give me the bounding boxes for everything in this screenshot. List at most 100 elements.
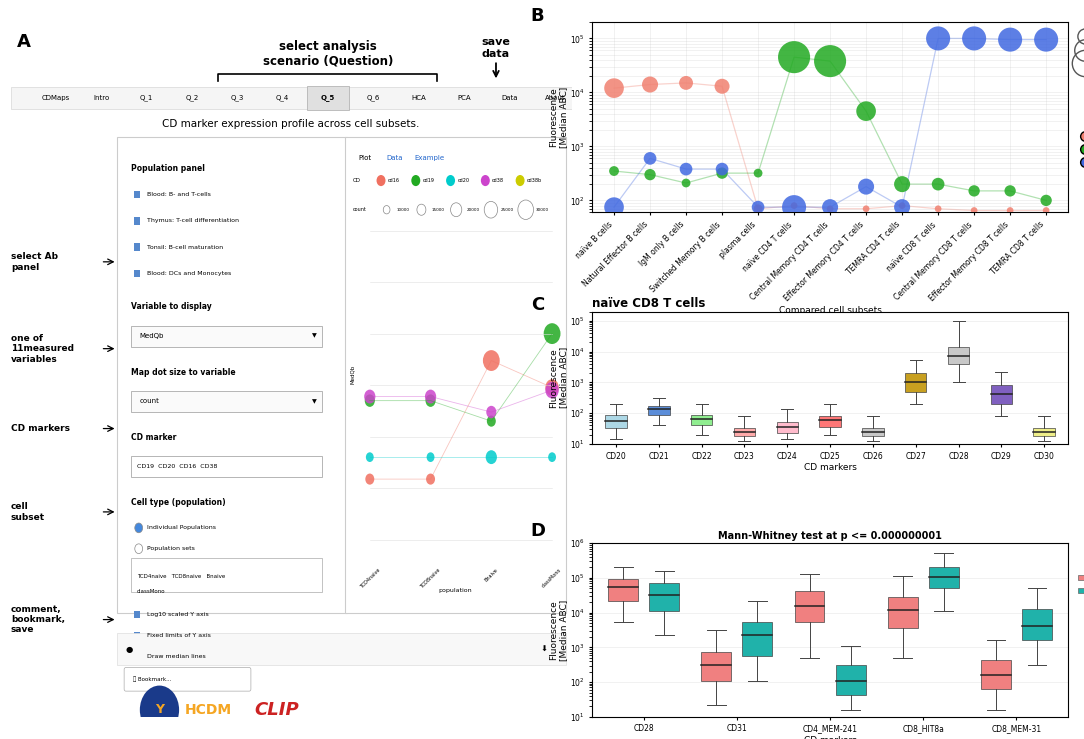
Point: [822, 201, 839, 213]
FancyBboxPatch shape: [131, 391, 322, 412]
Text: TCD4naive   TCD8naive   Bnaive: TCD4naive TCD8naive Bnaive: [137, 574, 225, 579]
Bar: [608, 579, 638, 601]
Text: TCD8naive: TCD8naive: [420, 568, 441, 590]
Point: [678, 177, 695, 189]
Circle shape: [134, 523, 143, 533]
Text: Cell type (population): Cell type (population): [131, 498, 227, 508]
Text: B: B: [531, 7, 544, 25]
Bar: [134, 653, 140, 660]
Text: Plot: Plot: [359, 154, 372, 160]
FancyBboxPatch shape: [131, 559, 322, 592]
Circle shape: [426, 395, 436, 407]
Text: D: D: [531, 522, 545, 540]
Text: Q_1: Q_1: [140, 95, 153, 101]
Text: Bnaive: Bnaive: [483, 568, 499, 583]
Text: Thymus: T-cell differentiation: Thymus: T-cell differentiation: [147, 218, 240, 223]
Point: [678, 77, 695, 89]
X-axis label: CD markers: CD markers: [803, 463, 856, 472]
Point: [929, 33, 946, 44]
Bar: [134, 632, 140, 639]
Title: Mann-Whitney test at p <= 0.000000001: Mann-Whitney test at p <= 0.000000001: [718, 531, 942, 541]
Text: Intro: Intro: [93, 95, 109, 101]
Text: CLIP: CLIP: [255, 701, 299, 719]
Text: HCA: HCA: [411, 95, 426, 101]
Point: [893, 201, 911, 213]
Text: cd38: cd38: [492, 178, 504, 183]
Text: ▼: ▼: [312, 399, 317, 404]
Bar: [776, 422, 798, 433]
Legend: CD4+ T cells, CD8+ T cells: CD4+ T cells, CD8+ T cells: [1076, 538, 1084, 597]
Bar: [991, 385, 1012, 404]
Bar: [981, 661, 1011, 689]
Text: MedQb: MedQb: [350, 365, 356, 384]
Text: ⬇: ⬇: [541, 645, 547, 654]
Y-axis label: Fluorescence
[Median ABC]: Fluorescence [Median ABC]: [550, 86, 568, 148]
Text: cd20: cd20: [457, 178, 469, 183]
Text: ●: ●: [126, 645, 133, 654]
Point: [1002, 205, 1019, 217]
Point: [822, 202, 839, 214]
Text: comment,
bookmark,
save: comment, bookmark, save: [11, 605, 65, 635]
Point: [749, 202, 766, 214]
Bar: [888, 597, 918, 628]
Point: [642, 168, 659, 180]
Text: MedQb: MedQb: [140, 333, 164, 339]
Text: PCA: PCA: [457, 95, 470, 101]
FancyBboxPatch shape: [131, 457, 322, 477]
Text: 25000: 25000: [501, 208, 514, 212]
Text: CD: CD: [353, 178, 361, 183]
Text: select Ab
panel: select Ab panel: [11, 252, 57, 271]
Text: Q_5: Q_5: [321, 95, 335, 101]
Circle shape: [364, 389, 375, 403]
Text: CD19  CD20  CD16  CD38: CD19 CD20 CD16 CD38: [137, 464, 218, 469]
Circle shape: [481, 175, 490, 186]
Circle shape: [545, 379, 559, 396]
Circle shape: [140, 686, 179, 734]
Text: naïve CD8 T cells: naïve CD8 T cells: [593, 297, 706, 310]
Bar: [117, 633, 566, 665]
Point: [857, 105, 875, 117]
Legend: CD19, CD4_MEM-241, CD8_HIT8a: CD19, CD4_MEM-241, CD8_HIT8a: [1076, 118, 1084, 168]
Bar: [947, 347, 969, 364]
Text: Q_4: Q_4: [276, 95, 289, 101]
Circle shape: [427, 452, 435, 462]
Text: Population panel: Population panel: [131, 163, 205, 172]
Text: Tonsil: B-cell maturation: Tonsil: B-cell maturation: [147, 245, 223, 250]
Circle shape: [487, 406, 496, 418]
Text: Draw median lines: Draw median lines: [147, 654, 206, 659]
Bar: [905, 373, 927, 392]
Circle shape: [376, 175, 386, 186]
Text: count: count: [353, 207, 366, 212]
Text: 30000: 30000: [535, 208, 549, 212]
Text: HCDM: HCDM: [184, 703, 232, 717]
Text: 10000: 10000: [397, 208, 410, 212]
Text: Blood: B- and T-cells: Blood: B- and T-cells: [147, 192, 211, 197]
Text: Variable to display: Variable to display: [131, 302, 212, 311]
Bar: [649, 583, 679, 611]
Point: [893, 178, 911, 190]
Text: CDMaps: CDMaps: [41, 95, 69, 101]
Point: [822, 55, 839, 67]
Point: [713, 163, 731, 175]
Circle shape: [545, 382, 559, 398]
Text: classMono: classMono: [137, 589, 166, 594]
Circle shape: [425, 389, 436, 403]
Bar: [648, 406, 670, 415]
Text: population: population: [439, 588, 473, 593]
Text: Data: Data: [387, 154, 403, 160]
Point: [966, 205, 983, 217]
Y-axis label: Fluorescence
[Median ABC]: Fluorescence [Median ABC]: [550, 599, 568, 661]
Circle shape: [447, 175, 455, 186]
Text: count: count: [140, 398, 159, 404]
Text: CD marker: CD marker: [131, 433, 177, 442]
Text: Map dot size to variable: Map dot size to variable: [131, 368, 236, 377]
Text: cd38b: cd38b: [527, 178, 542, 183]
Point: [966, 33, 983, 44]
Text: Y: Y: [155, 704, 164, 716]
Bar: [1033, 428, 1055, 436]
Text: select analysis
scenario (Question): select analysis scenario (Question): [262, 39, 392, 67]
Point: [929, 202, 946, 214]
Text: save
data: save data: [481, 38, 511, 59]
Point: [786, 51, 803, 63]
Text: Blood: DCs and Monocytes: Blood: DCs and Monocytes: [147, 271, 231, 276]
